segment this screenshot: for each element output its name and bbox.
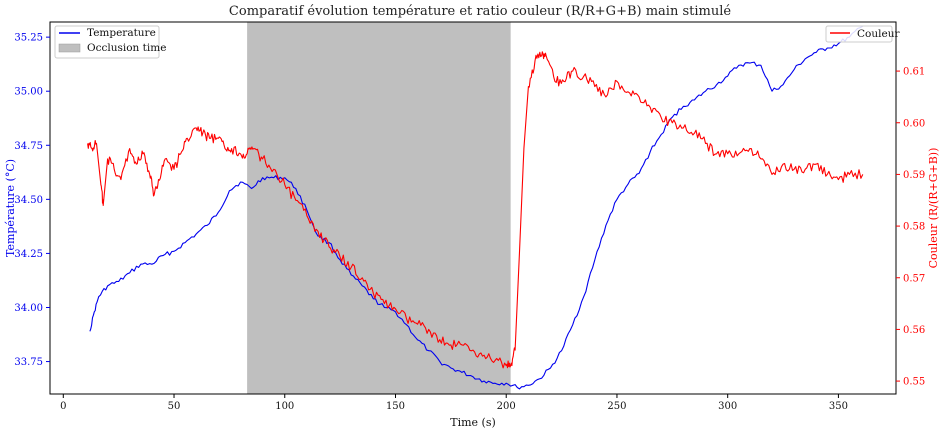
x-axis-label: Time (s): [450, 416, 496, 429]
legend-occlusion-label: Occlusion time: [87, 42, 166, 54]
y-right-tick-label: 0.58: [903, 222, 925, 233]
y-left-tick-label: 35.25: [14, 33, 43, 44]
y-left-axis-label: Température (°C): [4, 159, 17, 257]
y-right-tick-label: 0.56: [903, 325, 925, 336]
y-right-tick-label: 0.60: [903, 118, 925, 129]
y-left-tick-label: 34.25: [14, 249, 43, 260]
plot-frame: [49, 21, 897, 395]
y-left-tick-label: 35.00: [14, 87, 43, 98]
x-tick-label: 350: [829, 401, 848, 412]
x-tick-label: 0: [60, 401, 66, 412]
series-line-temperature: [89, 25, 864, 390]
legend-temperature-label: Temperature: [87, 27, 156, 39]
legend-right: Couleur: [825, 25, 900, 43]
y-right-tick-label: 0.59: [903, 170, 925, 181]
x-tick-label: 100: [275, 401, 294, 412]
y-right-tick-label: 0.61: [903, 67, 925, 78]
y-right-axis-label: Couleur (R/(R+G+B)): [927, 148, 940, 269]
x-tick-label: 300: [718, 401, 737, 412]
legend-left: Temperature Occlusion time: [54, 25, 166, 59]
legend-occlusion-swatch: [58, 43, 81, 53]
chart-title: Comparatif évolution température et rati…: [229, 4, 731, 19]
y-left-tick-label: 33.75: [14, 357, 43, 368]
legend-couleur-label: Couleur: [857, 28, 900, 40]
x-tick-label: 250: [607, 401, 626, 412]
occlusion-region: [247, 22, 511, 394]
x-tick-label: 150: [386, 401, 405, 412]
y-left-tick-label: 34.50: [14, 195, 43, 206]
x-tick-label: 200: [497, 401, 516, 412]
x-tick-label: 50: [168, 401, 181, 412]
y-right-tick-label: 0.57: [903, 273, 925, 284]
y-left-tick-label: 34.00: [14, 303, 43, 314]
series-line-couleur: [87, 51, 864, 369]
y-right-tick-label: 0.55: [903, 377, 925, 388]
y-left-tick-label: 34.75: [14, 141, 43, 152]
